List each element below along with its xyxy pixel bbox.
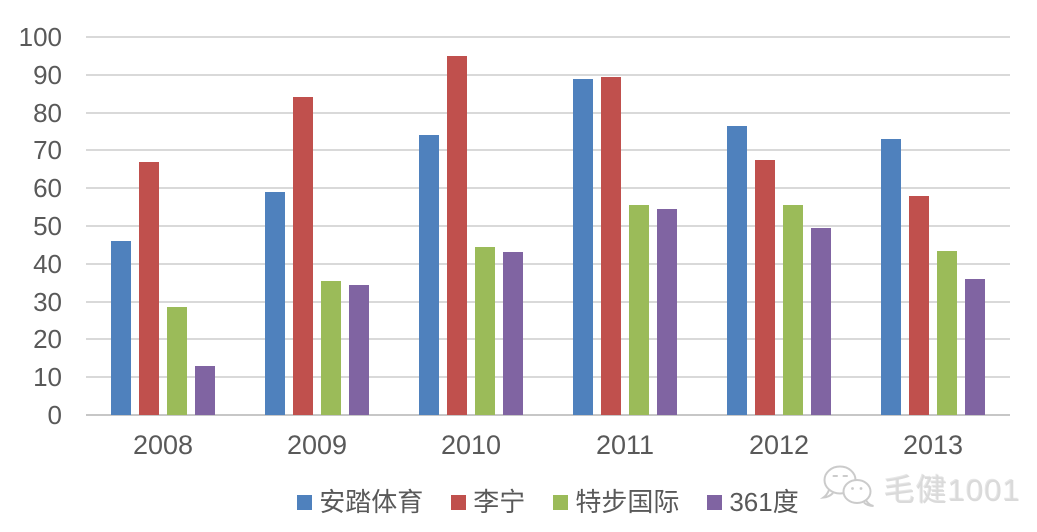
legend-swatch-xtep (553, 494, 569, 510)
bar-anta-2009 (265, 191, 285, 415)
gridline (86, 111, 1010, 114)
gridline (86, 225, 1010, 227)
bar-anta-2008 (111, 241, 131, 415)
legend-item-lining: 李宁 (451, 487, 525, 517)
bar-361du-2012 (811, 227, 831, 415)
bar-361du-2011 (657, 209, 677, 415)
gridline (86, 376, 1010, 379)
x-tick-label-2008: 2008 (132, 430, 194, 460)
bar-lining-2009 (293, 97, 313, 415)
y-tick-label: 70 (33, 135, 62, 166)
legend-label-361du: 361度 (729, 487, 799, 517)
gridline (86, 149, 1010, 152)
bar-xtep-2009 (321, 280, 341, 415)
legend-label-anta: 安踏体育 (319, 487, 424, 517)
bar-anta-2013 (881, 139, 901, 415)
bar-lining-2008 (139, 161, 159, 415)
watermark: 毛健1001 (820, 464, 1021, 510)
legend-item-xtep: 特步国际 (553, 487, 679, 517)
bar-group-2010 (394, 37, 548, 415)
bar-anta-2011 (573, 78, 593, 415)
y-tick-label: 100 (18, 22, 62, 52)
watermark-text: 毛健1001 (884, 472, 1021, 508)
bar-lining-2012 (755, 159, 775, 415)
gridline (86, 36, 1010, 38)
bar-lining-2013 (909, 195, 929, 415)
y-tick-label: 90 (33, 59, 62, 90)
plot-area (86, 36, 1010, 416)
x-tick-label-2011: 2011 (595, 430, 655, 460)
bar-group-2011 (548, 37, 702, 415)
gridline (86, 262, 1010, 265)
legend: 安踏体育 李宁 特步国际 361度 (86, 487, 1010, 517)
bar-lining-2011 (601, 76, 621, 415)
bar-group-2013 (856, 37, 1010, 415)
legend-swatch-lining (451, 494, 467, 510)
legend-label-lining: 李宁 (473, 487, 526, 517)
y-tick-label: 50 (33, 211, 62, 241)
gridline (86, 73, 1010, 76)
y-tick-label: 40 (33, 248, 62, 279)
y-tick-label: 60 (33, 173, 62, 204)
bar-group-2012 (702, 37, 856, 415)
x-tick-label-2009: 2009 (286, 430, 348, 460)
x-tick-label-2013: 2013 (902, 430, 964, 460)
bar-361du-2010 (503, 252, 523, 415)
x-axis-line (86, 414, 1010, 416)
bar-xtep-2010 (475, 246, 495, 415)
bar-xtep-2012 (783, 205, 803, 415)
bar-anta-2010 (419, 135, 439, 415)
wechat-icon (820, 465, 874, 507)
bar-xtep-2011 (629, 205, 649, 415)
bar-xtep-2008 (167, 307, 187, 415)
x-tick-label-2010: 2010 (440, 430, 502, 460)
legend-swatch-anta (297, 494, 313, 510)
gridline (86, 187, 1010, 190)
bar-group-2009 (240, 37, 394, 415)
y-tick-label: 0 (47, 400, 62, 430)
y-tick-label: 10 (33, 362, 62, 393)
legend-swatch-361du (707, 494, 723, 510)
gridline (86, 300, 1010, 303)
x-tick-label-2012: 2012 (748, 430, 810, 460)
bar-anta-2012 (727, 125, 747, 415)
legend-item-anta: 安踏体育 (297, 487, 423, 517)
y-tick-label: 80 (33, 97, 62, 128)
legend-label-xtep: 特步国际 (575, 487, 680, 517)
gridline (86, 338, 1010, 341)
y-tick-label: 30 (33, 286, 62, 317)
legend-item-361du: 361度 (707, 487, 799, 517)
bar-group-2008 (86, 37, 240, 415)
y-tick-label: 20 (33, 324, 62, 355)
bar-361du-2013 (965, 278, 985, 415)
y-axis: 0 10 20 30 40 50 60 70 80 90 100 (0, 0, 62, 532)
bar-361du-2009 (349, 284, 369, 415)
bar-xtep-2013 (937, 250, 957, 415)
bar-361du-2008 (195, 365, 215, 415)
bar-lining-2010 (447, 55, 467, 415)
